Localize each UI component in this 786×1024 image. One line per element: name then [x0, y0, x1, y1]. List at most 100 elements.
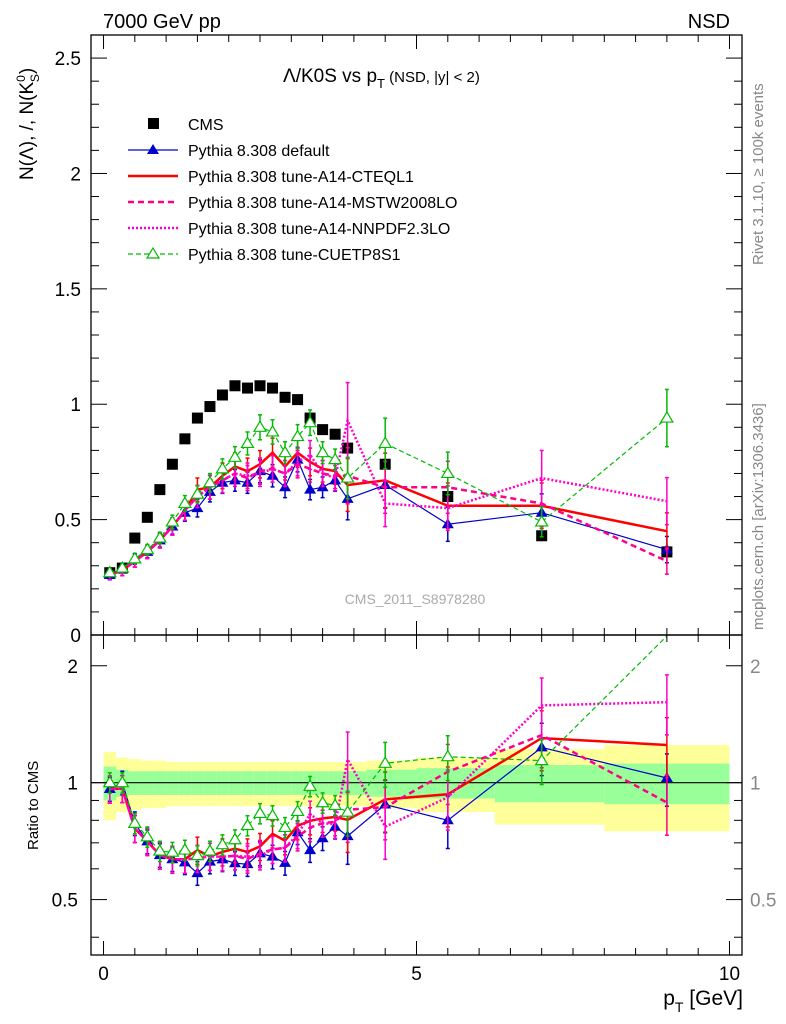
cuetp8s1-ratio-point	[215, 837, 230, 850]
side-text-top: Rivet 3.1.10, ≥ 100k events	[750, 83, 767, 265]
ratio-uncertainty-bands	[103, 745, 730, 832]
legend-cuetp8s1-marker	[145, 246, 161, 259]
cuetp8s1-main-point	[202, 475, 217, 488]
side-text-bottom: mcplots.cern.ch [arXiv:1306.3436]	[750, 403, 767, 630]
x-axis-label-sub: T	[675, 999, 684, 1015]
default-main-point	[304, 483, 317, 494]
cuetp8s1-main-point	[165, 514, 180, 527]
cuetp8s1-main-series	[102, 388, 674, 578]
main-y-tick-label: 2	[70, 164, 81, 185]
cuetp8s1-ratio-point	[315, 795, 330, 808]
legend: CMS Pythia 8.308 default Pythia 8.308 tu…	[128, 117, 457, 264]
cuetp8s1-main-point	[190, 487, 205, 499]
cuetp8s1-main-point	[277, 445, 293, 458]
watermark: CMS_2011_S8978280	[345, 591, 486, 607]
main-y-tick-label: 0.5	[55, 511, 81, 532]
cms-main-point	[191, 412, 203, 424]
cms-main-point	[166, 458, 178, 470]
header-left: 7000 GeV pp	[103, 11, 221, 33]
cuetp8s1-ratio-point	[177, 842, 192, 855]
default-main-line	[109, 458, 668, 576]
cteql1-main-line	[109, 450, 668, 577]
ratio-y-tick-label-right: 2	[750, 657, 761, 678]
mstw-ratio-line	[109, 733, 668, 861]
x-tick-label: 0	[98, 964, 109, 985]
y-axis-label-main: N(Λ), /, N(K	[17, 81, 38, 180]
legend-nnpdf: Pythia 8.308 tune-A14-NNPDF2.3LO	[128, 221, 450, 238]
cms-main-point	[141, 511, 153, 523]
cuetp8s1-ratio-point	[140, 829, 155, 842]
cuetp8s1-main-point	[328, 452, 343, 465]
cuetp8s1-main-point	[534, 514, 549, 527]
cms-main-point	[154, 484, 166, 496]
main-y-tick-label: 0	[70, 626, 81, 647]
cms-main-point	[204, 401, 216, 413]
cuetp8s1-main-point	[115, 560, 130, 573]
legend-mstw: Pythia 8.308 tune-A14-MSTW2008LO	[128, 195, 457, 212]
cuetp8s1-main-point	[140, 542, 155, 555]
cuetp8s1-main-point	[315, 445, 330, 458]
cms-main-point	[179, 433, 191, 445]
cuetp8s1-ratio-point	[227, 832, 243, 845]
plot-title: Λ/K0S vs pT (NSD, |y| < 2)	[283, 66, 480, 91]
plot-title-sub: T	[377, 76, 385, 91]
nnpdf-ratio-line	[109, 700, 667, 861]
legend-cteql1: Pythia 8.308 tune-A14-CTEQL1	[128, 169, 414, 186]
cuetp8s1-ratio-point	[378, 756, 393, 768]
cuetp8s1-ratio-point	[440, 749, 455, 762]
cuetp8s1-main-point	[127, 551, 142, 564]
cuetp8s1-ratio-series	[102, 635, 668, 867]
cuetp8s1-main-point	[340, 470, 355, 483]
legend-cms-label: CMS	[188, 117, 224, 134]
cuetp8s1-ratio-point	[165, 845, 180, 857]
cuetp8s1-ratio-point	[265, 808, 280, 821]
cuetp8s1-ratio-point	[277, 820, 293, 833]
cuetp8s1-ratio-point	[240, 818, 255, 831]
cms-main-series	[104, 380, 673, 579]
y-axis-label-sub: S	[28, 74, 42, 82]
legend-mstw-label: Pythia 8.308 tune-A14-MSTW2008LO	[188, 195, 457, 212]
main-panel-series	[102, 380, 674, 581]
x-axis-label-main: p	[663, 987, 675, 1010]
x-tick-label: 5	[411, 964, 422, 985]
cuetp8s1-main-point	[215, 461, 230, 474]
cuetp8s1-ratio-point	[290, 804, 305, 817]
cms-main-point	[329, 428, 341, 440]
legend-cuetp8s1-label: Pythia 8.308 tune-CUETP8S1	[188, 247, 401, 264]
cuetp8s1-ratio-point	[152, 843, 167, 856]
x-axis-label-suffix: [GeV]	[683, 987, 743, 1010]
cuetp8s1-ratio-point	[115, 775, 130, 788]
legend-nnpdf-label: Pythia 8.308 tune-A14-NNPDF2.3LO	[188, 221, 450, 238]
legend-cms: CMS	[148, 117, 224, 134]
legend-cuetp8s1: Pythia 8.308 tune-CUETP8S1	[128, 246, 401, 264]
cms-main-point	[254, 380, 266, 392]
cuetp8s1-main-point	[265, 424, 280, 437]
cuetp8s1-main-point	[152, 530, 167, 543]
cuetp8s1-ratio-point	[252, 806, 268, 819]
legend-default-label: Pythia 8.308 default	[188, 143, 330, 160]
cuetp8s1-ratio-point	[303, 779, 318, 791]
main-y-tick-label: 2.5	[55, 49, 81, 70]
x-tick-label: 10	[719, 964, 740, 985]
main-y-tick-label: 1.5	[55, 280, 81, 301]
ratio-y-tick-label-right: 0.5	[750, 891, 776, 912]
ratio-axis-label: Ratio to CMS	[25, 761, 42, 850]
cms-main-point	[317, 424, 329, 436]
cuetp8s1-main-point	[659, 410, 674, 423]
y-axis-label: N(Λ), /, N(K0S)	[14, 68, 42, 180]
cuetp8s1-main-point	[102, 565, 117, 578]
legend-default: Pythia 8.308 default	[128, 143, 330, 160]
cuetp8s1-ratio-point	[534, 753, 549, 766]
x-axis-label: pT [GeV]	[663, 987, 743, 1015]
plot-title-suffix: (NSD, |y| < 2)	[385, 69, 480, 86]
default-ratio-point	[304, 844, 317, 855]
cms-main-point	[292, 394, 304, 406]
main-y-tick-label: 1	[70, 395, 81, 416]
cuetp8s1-ratio-point	[202, 843, 217, 856]
nnpdf-main-line	[109, 416, 668, 577]
plot-title-main: Λ/K0S vs p	[283, 66, 377, 87]
axes: 0 5 10 0 0.5 1 1.5 2 2.5 0.5 0.5 1 1 2 2	[52, 34, 776, 985]
cms-main-point	[267, 382, 279, 394]
cms-main-point	[216, 389, 228, 401]
